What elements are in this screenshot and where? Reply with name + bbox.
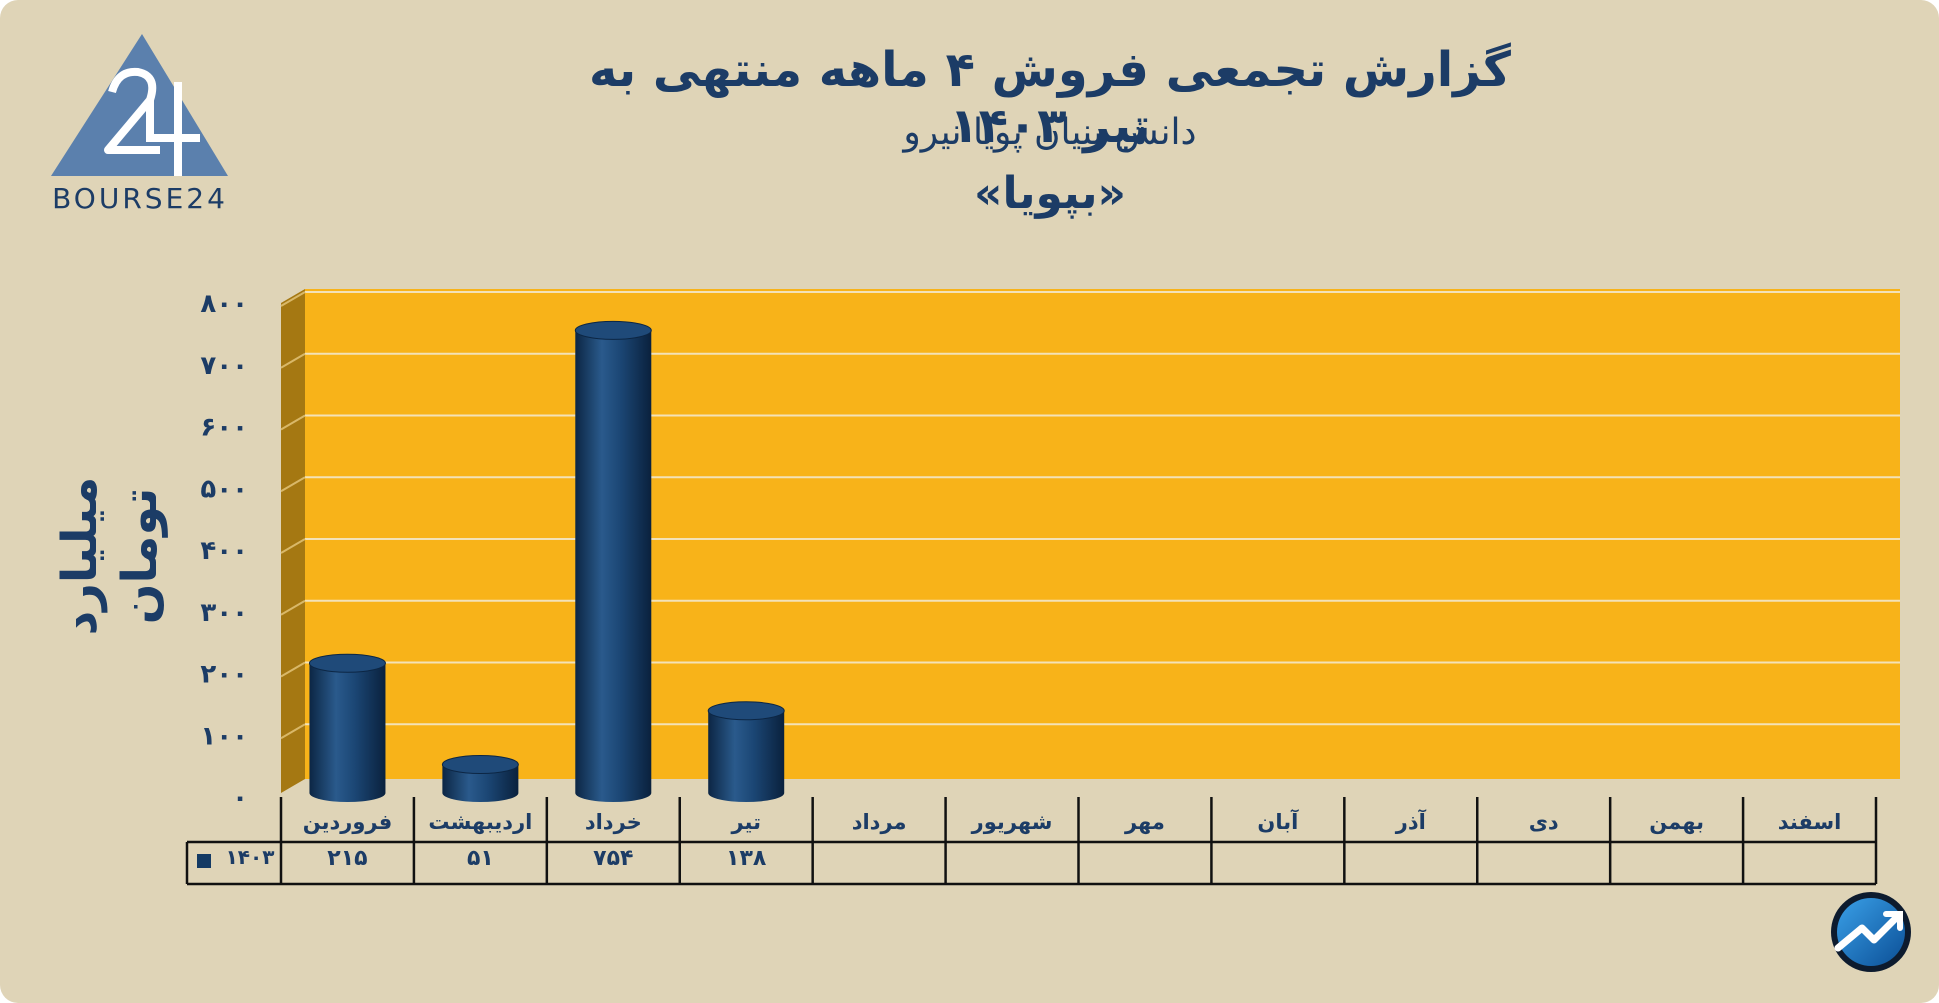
logo-text: BOURSE24	[52, 182, 228, 215]
grid-line-side	[280, 723, 306, 740]
data-label: ۵۱	[467, 846, 494, 871]
x-tick-label: دی	[1529, 810, 1559, 834]
x-tick-label: شهریور	[971, 810, 1053, 834]
x-tick-label: اردیبهشت	[428, 810, 532, 834]
trend-badge-icon	[1831, 892, 1911, 972]
x-tick-label: مهر	[1124, 810, 1165, 834]
y-tick-label: ۲۰۰	[200, 660, 248, 690]
y-tick-label: ۸۰۰	[200, 289, 248, 319]
logo-digit-four	[146, 82, 200, 176]
bar	[308, 653, 386, 802]
grid-line-side	[280, 476, 306, 493]
y-tick-label: ۶۰۰	[200, 413, 248, 443]
x-tick-label: آبان	[1257, 809, 1299, 834]
legend-label: ۱۴۰۳	[226, 845, 275, 869]
x-tick-label: اسفند	[1778, 810, 1842, 834]
x-tick-label: خرداد	[585, 810, 642, 834]
data-label: ۱۳۸	[726, 846, 767, 871]
data-label: ۲۱۵	[327, 846, 367, 871]
y-tick-label: ۵۰۰	[200, 474, 248, 504]
grid-line-side	[280, 291, 306, 307]
grid-line-side	[280, 352, 306, 369]
chart-title: گزارش تجمعی فروش ۴ ماهه منتهی به تیر ۱۴۰…	[589, 42, 1511, 154]
grid-line-side	[280, 599, 306, 616]
ticker-symbol: «بپویا»	[974, 168, 1126, 219]
y-tick-label: ۷۰۰	[200, 351, 248, 381]
y-tick-label: ۱۰۰	[200, 721, 248, 751]
grid-line-side	[280, 414, 306, 431]
logo-digit-two	[104, 67, 160, 154]
y-tick-label: ۰	[232, 783, 248, 813]
data-label: ۷۵۴	[593, 846, 633, 871]
x-tick-label: بهمن	[1649, 810, 1704, 834]
bourse24-logo: BOURSE24	[51, 34, 228, 215]
y-tick-label: ۴۰۰	[200, 536, 248, 566]
bar	[574, 320, 652, 802]
x-tick-label: آذر	[1395, 809, 1427, 834]
logo-triangle	[51, 34, 228, 176]
grid-line-side	[280, 538, 306, 554]
x-tick-label: تیر	[730, 810, 761, 834]
y-tick-label: ۳۰۰	[200, 598, 248, 628]
x-tick-label: مرداد	[852, 810, 907, 834]
legend-swatch	[197, 854, 211, 868]
grid-line-side	[280, 661, 306, 678]
x-tick-label: فروردین	[303, 810, 393, 834]
bar	[707, 701, 785, 802]
bar	[441, 755, 519, 802]
company-name: دانش بنیان پویا نیرو	[903, 112, 1197, 153]
plot-area	[305, 289, 1900, 779]
